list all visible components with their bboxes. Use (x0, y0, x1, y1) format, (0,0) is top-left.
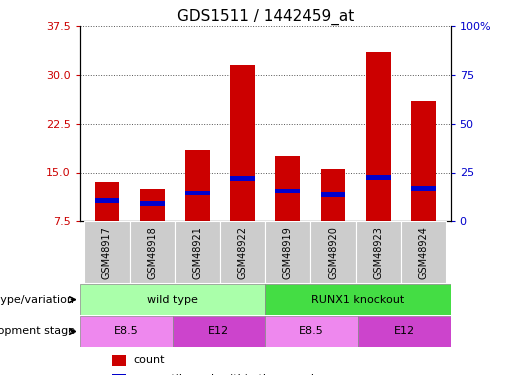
Bar (366, 175, 391, 180)
Bar (112, 354, 126, 366)
Text: GSM48924: GSM48924 (419, 226, 428, 279)
Bar (140, 201, 165, 206)
Text: count: count (133, 355, 165, 365)
Bar (276, 156, 300, 221)
Text: wild type: wild type (147, 295, 198, 304)
Text: E12: E12 (393, 327, 415, 336)
FancyBboxPatch shape (401, 221, 446, 283)
Bar (411, 101, 436, 221)
Bar (366, 52, 391, 221)
Bar (95, 198, 119, 203)
FancyBboxPatch shape (80, 316, 173, 347)
Text: RUNX1 knockout: RUNX1 knockout (311, 295, 405, 304)
Bar (140, 189, 165, 221)
Bar (321, 192, 346, 197)
FancyBboxPatch shape (175, 221, 220, 283)
Bar (276, 189, 300, 194)
Title: GDS1511 / 1442459_at: GDS1511 / 1442459_at (177, 9, 354, 25)
FancyBboxPatch shape (265, 284, 451, 315)
FancyBboxPatch shape (265, 316, 358, 347)
Bar (185, 150, 210, 221)
Text: E12: E12 (208, 327, 230, 336)
Bar (112, 374, 126, 375)
Text: GSM48920: GSM48920 (328, 226, 338, 279)
Text: E8.5: E8.5 (114, 327, 139, 336)
Text: E8.5: E8.5 (299, 327, 324, 336)
Bar (230, 65, 255, 221)
Bar (230, 176, 255, 181)
Text: GSM48923: GSM48923 (373, 226, 383, 279)
Text: development stage: development stage (0, 327, 75, 336)
FancyBboxPatch shape (84, 221, 130, 283)
FancyBboxPatch shape (80, 284, 265, 315)
Text: GSM48917: GSM48917 (102, 226, 112, 279)
Bar (321, 169, 346, 221)
Text: GSM48921: GSM48921 (193, 226, 202, 279)
FancyBboxPatch shape (311, 221, 356, 283)
FancyBboxPatch shape (265, 221, 311, 283)
Text: GSM48919: GSM48919 (283, 226, 293, 279)
Text: GSM48922: GSM48922 (237, 226, 248, 279)
FancyBboxPatch shape (358, 316, 451, 347)
Bar (185, 190, 210, 195)
FancyBboxPatch shape (356, 221, 401, 283)
FancyBboxPatch shape (220, 221, 265, 283)
Text: genotype/variation: genotype/variation (0, 295, 75, 304)
Text: GSM48918: GSM48918 (147, 226, 157, 279)
Bar (411, 186, 436, 190)
FancyBboxPatch shape (130, 221, 175, 283)
Bar (95, 182, 119, 221)
Text: percentile rank within the sample: percentile rank within the sample (133, 374, 321, 375)
FancyBboxPatch shape (173, 316, 265, 347)
